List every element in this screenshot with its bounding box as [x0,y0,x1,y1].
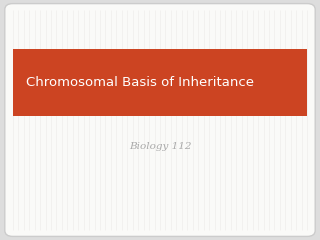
Bar [13,49,307,116]
FancyBboxPatch shape [5,4,315,236]
Text: Chromosomal Basis of Inheritance: Chromosomal Basis of Inheritance [26,76,253,89]
Text: Biology 112: Biology 112 [129,142,191,151]
